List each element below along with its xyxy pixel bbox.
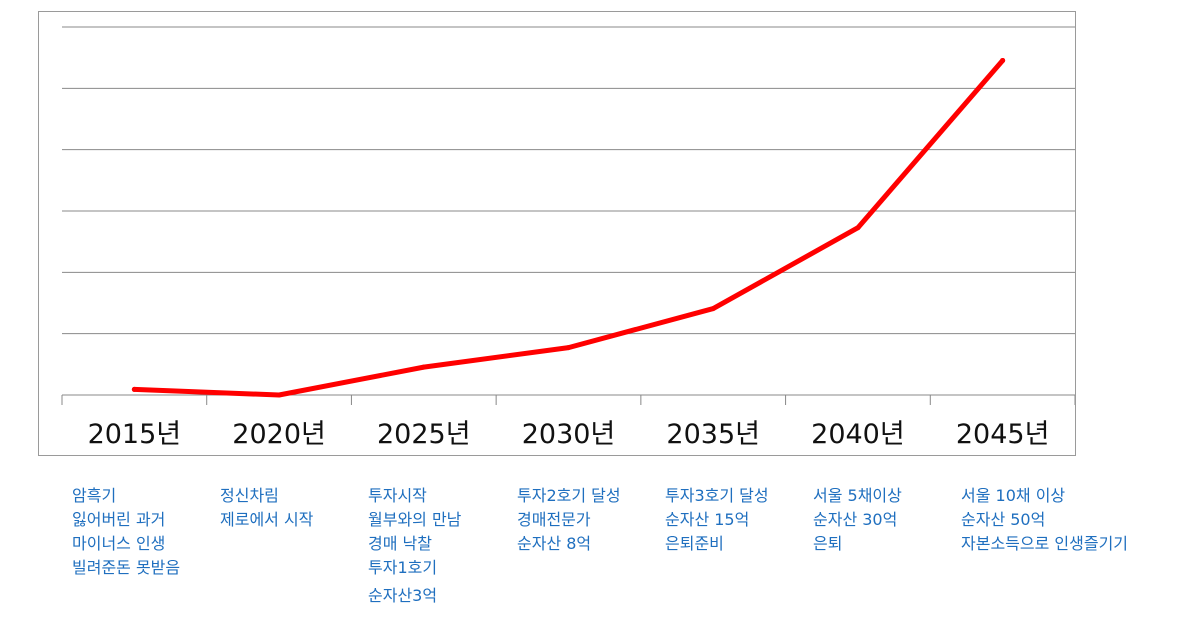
x-tick-label: 2035년	[666, 419, 760, 450]
milestone-line: 경매 낙찰	[368, 534, 432, 553]
data-point	[566, 345, 571, 351]
milestone-line: 투자2호기 달성	[517, 486, 621, 505]
milestone-line: 은퇴준비	[665, 534, 724, 553]
milestone-line: 마이너스 인생	[72, 534, 166, 553]
milestone-line: 정신차림	[220, 486, 279, 505]
data-point	[710, 306, 716, 312]
x-tick-label: 2015년	[88, 419, 182, 450]
milestone-line: 서울 5채이상	[813, 486, 902, 505]
gridlines	[62, 26, 1075, 396]
milestone-line: 은퇴	[813, 534, 843, 553]
x-axis	[61, 395, 1075, 405]
data-point	[421, 364, 427, 370]
milestone-line: 자본소득으로 인생즐기기	[961, 534, 1129, 553]
chart-frame: 2015년 2020년 2025년 2030년 2035년 2040년 2045년	[38, 11, 1076, 456]
x-tick-label: 2025년	[377, 419, 471, 450]
milestone-line: 순자산 50억	[961, 510, 1046, 529]
milestone-line: 빌려준돈 못받음	[72, 558, 181, 577]
data-point	[276, 392, 282, 398]
milestone-line: 순자산3억	[368, 586, 438, 605]
x-tick-label: 2040년	[811, 419, 905, 450]
milestone-line: 서울 10채 이상	[961, 486, 1066, 505]
milestone-line: 잃어버린 과거	[72, 510, 166, 529]
milestone-line: 순자산 15억	[665, 510, 750, 529]
data-point	[1000, 57, 1006, 63]
data-point	[131, 386, 137, 392]
x-tick-label: 2030년	[522, 419, 616, 450]
milestone-line: 투자시작	[368, 486, 427, 505]
milestone-line: 월부와의 만남	[368, 510, 462, 529]
milestone-line: 투자3호기 달성	[665, 486, 769, 505]
milestone-line: 경매전문가	[517, 510, 591, 529]
line-chart: 2015년 2020년 2025년 2030년 2035년 2040년 2045년	[61, 26, 1075, 450]
x-tick-label: 2020년	[232, 419, 326, 450]
x-tick-labels: 2015년 2020년 2025년 2030년 2035년 2040년 2045년	[88, 419, 1050, 450]
milestone-line: 순자산 8억	[517, 534, 592, 553]
data-point	[855, 225, 861, 231]
series-line	[131, 57, 1006, 398]
milestone-line: 투자1호기	[368, 558, 438, 577]
x-tick-label: 2045년	[956, 419, 1050, 450]
milestone-line: 순자산 30억	[813, 510, 898, 529]
milestone-line: 암흑기	[72, 486, 117, 505]
milestone-line: 제로에서 시작	[220, 510, 314, 529]
series-layer	[131, 57, 1006, 398]
